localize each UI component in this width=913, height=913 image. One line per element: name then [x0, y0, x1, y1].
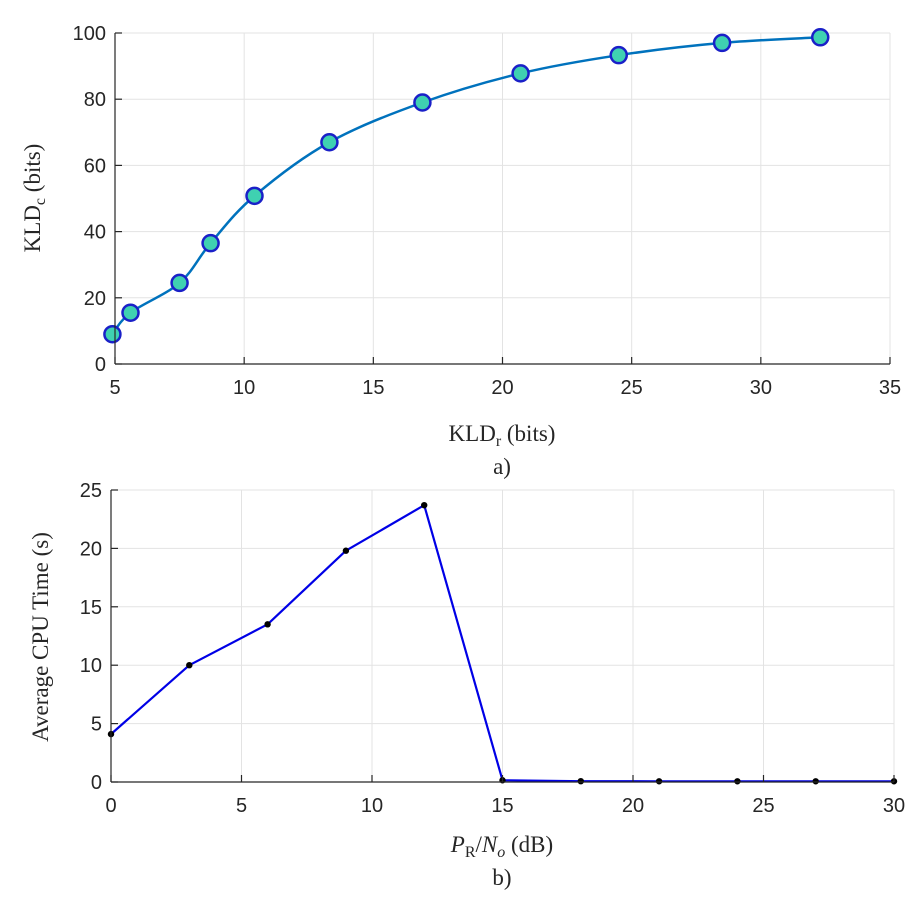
chart-a-x-tick-label: 15	[362, 377, 384, 399]
chart-a: 5 10 15 20 25 30 35 0 20 40 60 80 100 KLDr (bits) a)…	[20, 23, 901, 479]
chart-a-data-point	[712, 33, 732, 53]
chart-a-caption: a)	[493, 454, 511, 479]
chart-a-xlabel: KLDr (bits)	[449, 421, 556, 450]
chart-a-x-tick-label: 10	[233, 377, 255, 399]
chart-b-data-point	[186, 662, 193, 669]
chart-a-y-tick-label: 40	[84, 222, 106, 244]
chart-a-x-tick-label: 25	[621, 377, 643, 399]
chart-a-y-tick-label: 80	[84, 89, 106, 111]
chart-a-grid	[114, 32, 891, 365]
chart-b-data-point	[264, 621, 271, 628]
chart-b-data-point	[342, 547, 350, 554]
chart-b-x-tick-label: 30	[883, 795, 905, 817]
chart-b-data-point	[421, 501, 428, 509]
chart-b-grid	[110, 489, 895, 783]
chart-b-x-tick-label: 25	[752, 795, 774, 817]
chart-a-series	[103, 28, 830, 344]
chart-a-data-point	[245, 186, 264, 206]
chart-b: 0 5 10 15 20 25 30 0 5 10 15 20 25 PR/No (dB) b) Ave…	[28, 480, 905, 890]
chart-a-y-tick-label: 0	[95, 354, 106, 376]
chart-a-series-line	[111, 36, 821, 336]
chart-b-x-tick-label: 10	[361, 795, 383, 817]
chart-b-axes	[110, 489, 895, 783]
chart-b-y-tick-label: 15	[80, 597, 102, 619]
chart-a-data-point	[201, 233, 220, 253]
chart-a-data-point	[320, 132, 339, 152]
chart-a-x-tick-label: 30	[750, 377, 772, 399]
chart-a-axes	[114, 32, 891, 365]
chart-b-ticks: 0 5 10 15 20 25 30 0 5 10 15 20 25	[80, 480, 905, 817]
chart-b-y-tick-label: 10	[80, 655, 102, 677]
chart-a-data-point	[413, 93, 432, 112]
chart-a-data-point	[811, 28, 830, 47]
chart-b-y-tick-label: 20	[80, 538, 102, 560]
chart-a-data-point	[511, 64, 530, 83]
chart-a-y-tick-label: 20	[84, 288, 106, 310]
chart-b-data-point	[812, 778, 819, 785]
chart-b-x-tick-label: 5	[236, 795, 247, 817]
chart-b-data-point	[734, 778, 741, 785]
chart-a-ylabel: KLDc (bits)	[20, 144, 49, 253]
chart-b-x-tick-label: 20	[622, 795, 644, 817]
chart-a-x-tick-label: 35	[879, 377, 901, 399]
chart-b-ylabel: Average CPU Time (s)	[28, 532, 53, 742]
chart-a-data-point	[170, 273, 189, 293]
chart-a-data-point	[103, 324, 122, 344]
chart-a-x-tick-label: 5	[109, 377, 120, 399]
chart-a-data-point	[609, 45, 628, 65]
chart-b-caption: b)	[492, 865, 511, 890]
chart-a-x-tick-label: 20	[491, 377, 513, 399]
chart-a-data-point	[121, 303, 140, 322]
chart-b-y-tick-label: 25	[80, 480, 102, 502]
chart-b-xlabel: PR/No (dB)	[450, 832, 553, 861]
chart-b-data-point	[577, 777, 584, 785]
chart-b-y-tick-label: 0	[91, 772, 102, 794]
chart-a-ticks: 5 10 15 20 25 30 35 0 20 40 60 80 100	[73, 23, 902, 399]
chart-a-y-tick-label: 100	[73, 23, 106, 45]
chart-b-x-tick-label: 15	[491, 795, 513, 817]
chart-b-x-tick-label: 0	[105, 795, 116, 817]
chart-b-data-point	[655, 778, 663, 785]
chart-b-y-tick-label: 5	[91, 714, 102, 736]
chart-a-y-tick-label: 60	[84, 155, 106, 177]
